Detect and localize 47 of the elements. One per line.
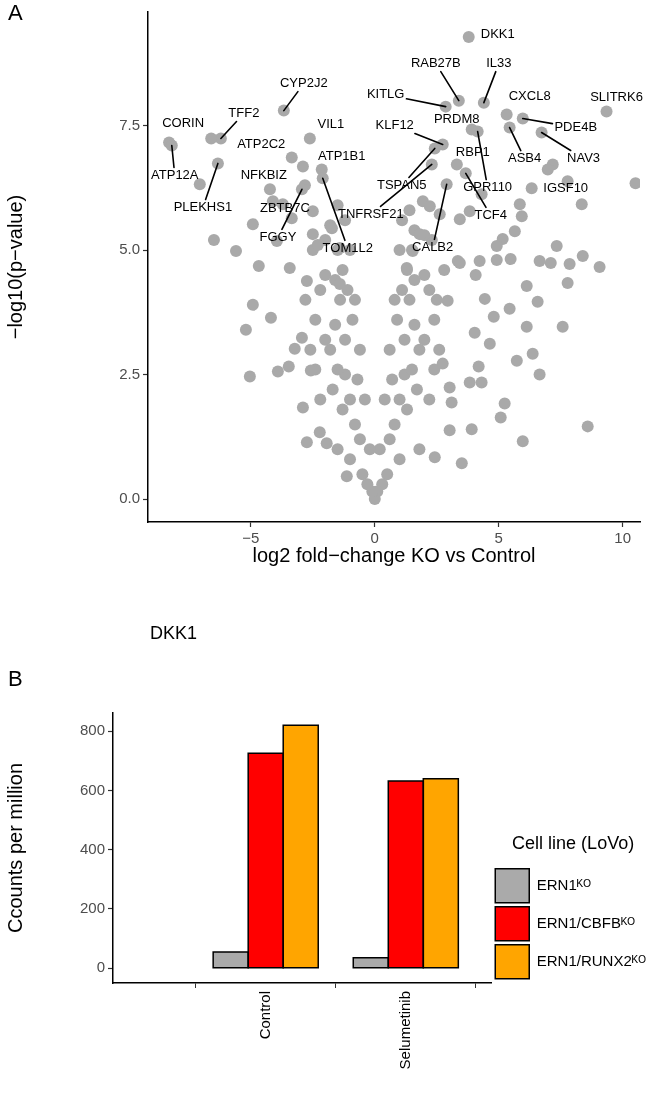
annotation: PLEKHS1 [173,198,233,214]
annotation: PRDM8 [433,111,480,127]
y-axis-title: −log10(p−value) [3,194,26,340]
y-tick-label: 2.5 [119,364,140,382]
legend-label: ERN1/RUNX2ᴷᴼ [536,951,647,969]
annotation: NFKBIZ [240,167,287,183]
annotation: FGGY [259,228,297,244]
annotation: RAB27B [410,55,461,71]
annotation: DKK1 [480,26,515,42]
annotation: CYP2J2 [279,75,328,91]
annotation: IGSF10 [543,179,589,195]
x-tick-label: 10 [614,529,631,547]
legend-title: Cell line (LoVo) [512,833,635,854]
legend-label: ERN1ᴷᴼ [536,875,592,893]
y-tick-label: 0.0 [119,489,140,507]
y-tick-label: 200 [79,899,105,917]
annotation: CXCL8 [508,88,551,104]
annotation: TCF4 [474,206,508,222]
annotation: NAV3 [567,150,601,166]
annotation: CORIN [162,115,205,131]
y-axis-title: Ccounts per million [3,762,26,934]
annotation: TFF2 [228,105,260,121]
annotation: ATP2C2 [237,136,286,152]
annotation: VIL1 [317,116,345,132]
y-tick-label: 7.5 [119,115,140,133]
text: A [8,0,23,26]
annotation: ASB4 [508,150,542,166]
annotation: ATP1B1 [318,147,366,163]
y-tick-label: 800 [79,721,105,739]
chart-title: DKK1 [150,622,198,644]
y-tick-label: 5.0 [119,240,140,258]
annotation: SLITRK6 [590,89,643,105]
annotation: IL33 [486,55,512,71]
x-tick-label: Selumetinib [395,991,413,1070]
annotation: TNFRSF21 [337,205,404,221]
annotation: ATP12A [151,167,199,183]
annotation: PDE4B [554,119,598,135]
annotation: KITLG [366,86,405,102]
x-tick-label: Control [255,991,273,1040]
y-tick-label: 600 [79,780,105,798]
annotation: KLF12 [375,117,414,133]
y-tick-label: 400 [79,839,105,857]
annotation: TOM1L2 [322,239,373,255]
annotation: CALB2 [412,238,454,254]
y-tick-label: 0 [96,958,105,976]
text: B [8,666,23,692]
legend-label: ERN1/CBFBᴷᴼ [536,913,636,931]
